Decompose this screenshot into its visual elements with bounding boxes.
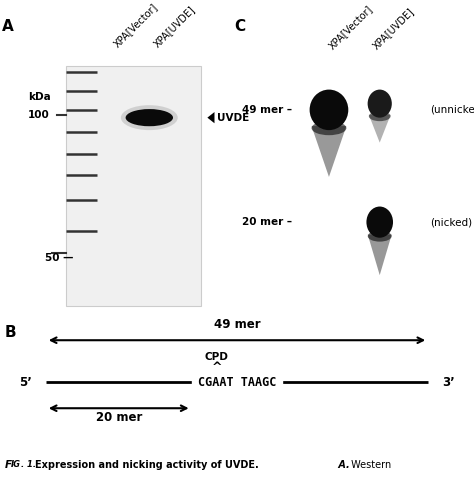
Ellipse shape: [369, 111, 391, 121]
Text: CPD: CPD: [205, 353, 228, 363]
Text: XPA[UVDE]: XPA[UVDE]: [152, 4, 197, 49]
Text: Western: Western: [348, 460, 392, 470]
Ellipse shape: [368, 231, 392, 241]
Text: 100: 100: [28, 110, 50, 120]
Text: UVDE: UVDE: [217, 113, 249, 123]
Bar: [66, 66, 201, 306]
Text: (nicked): (nicked): [430, 217, 473, 227]
Polygon shape: [368, 234, 392, 275]
Text: (unnicked): (unnicked): [430, 105, 474, 115]
Ellipse shape: [368, 90, 392, 118]
Ellipse shape: [310, 90, 348, 130]
Text: . 1.: . 1.: [20, 460, 41, 469]
Ellipse shape: [121, 105, 178, 130]
Text: 49 mer –: 49 mer –: [242, 105, 292, 115]
Polygon shape: [207, 112, 214, 123]
Ellipse shape: [311, 121, 346, 135]
Ellipse shape: [126, 109, 173, 126]
Text: 5’: 5’: [19, 376, 32, 389]
Polygon shape: [369, 115, 391, 143]
Text: C: C: [235, 20, 246, 34]
Text: XPA[Vector]: XPA[Vector]: [327, 3, 374, 51]
Text: 50 —: 50 —: [45, 253, 73, 263]
Text: ^: ^: [211, 361, 222, 374]
Text: 3’: 3’: [442, 376, 455, 389]
Text: Expression and nicking activity of UVDE.: Expression and nicking activity of UVDE.: [35, 460, 259, 470]
Text: CGAAT TAAGC: CGAAT TAAGC: [198, 376, 276, 389]
Ellipse shape: [366, 207, 393, 238]
Text: 20 mer –: 20 mer –: [242, 217, 292, 227]
Text: IG: IG: [11, 460, 21, 469]
Text: 49 mer: 49 mer: [214, 318, 260, 331]
Polygon shape: [311, 126, 346, 177]
Text: A.: A.: [335, 460, 349, 470]
Text: A: A: [2, 20, 14, 34]
Text: B: B: [5, 324, 17, 340]
Text: kDa: kDa: [28, 93, 51, 103]
Text: XPA[Vector]: XPA[Vector]: [111, 2, 159, 49]
Text: F: F: [5, 460, 12, 470]
Text: 20 mer: 20 mer: [95, 411, 142, 424]
Text: XPA[UVDE]: XPA[UVDE]: [370, 6, 415, 51]
